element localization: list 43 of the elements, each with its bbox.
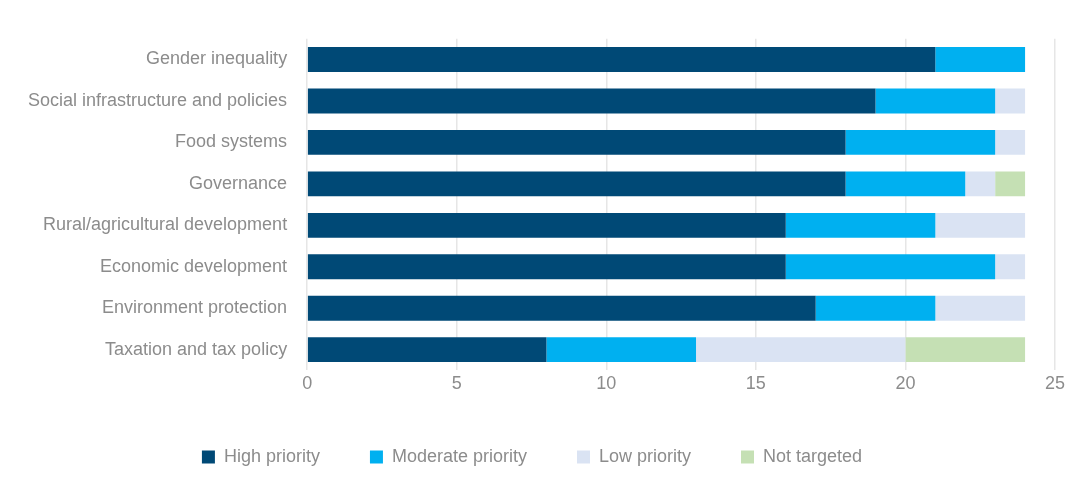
bar <box>965 171 996 197</box>
y-tick-label: Gender inequality <box>146 48 288 69</box>
bar <box>785 254 996 280</box>
bar <box>546 337 697 363</box>
bar <box>995 254 1026 280</box>
y-tick-label: Rural/agricultural development <box>43 214 288 235</box>
bar <box>307 337 547 363</box>
bar <box>995 129 1026 155</box>
legend-label: Not targeted <box>763 445 863 466</box>
bar <box>995 88 1026 114</box>
y-tick-label: Governance <box>189 172 288 193</box>
bar <box>845 171 966 197</box>
x-tick-label: 15 <box>745 373 766 394</box>
bar <box>905 337 1026 363</box>
y-tick-label: Environment protection <box>102 297 288 318</box>
x-tick-label: 5 <box>451 373 462 394</box>
x-tick-label: 0 <box>302 373 313 394</box>
bar <box>307 295 816 321</box>
legend-label: Low priority <box>599 445 692 466</box>
bar <box>935 212 1026 238</box>
x-tick-label: 25 <box>1044 373 1065 394</box>
bar <box>995 171 1026 197</box>
bar <box>307 254 786 280</box>
x-tick-label: 20 <box>895 373 916 394</box>
legend-label: High priority <box>223 445 320 466</box>
y-tick-label: Economic development <box>100 255 288 276</box>
bar <box>307 88 876 114</box>
bar <box>696 337 906 363</box>
x-tick-label: 10 <box>596 373 617 394</box>
bar <box>875 88 996 114</box>
bar <box>307 171 846 197</box>
bar <box>307 212 786 238</box>
bar <box>845 129 996 155</box>
bar <box>815 295 936 321</box>
legend-label: Moderate priority <box>391 445 527 466</box>
y-tick-label: Social infrastructure and policies <box>27 89 288 110</box>
y-tick-label: Food systems <box>175 131 288 152</box>
y-tick-label: Taxation and tax policy <box>105 338 288 359</box>
bar <box>307 129 846 155</box>
bar <box>307 47 936 72</box>
bar <box>935 47 1026 72</box>
bar <box>785 212 936 238</box>
bar <box>935 295 1026 321</box>
